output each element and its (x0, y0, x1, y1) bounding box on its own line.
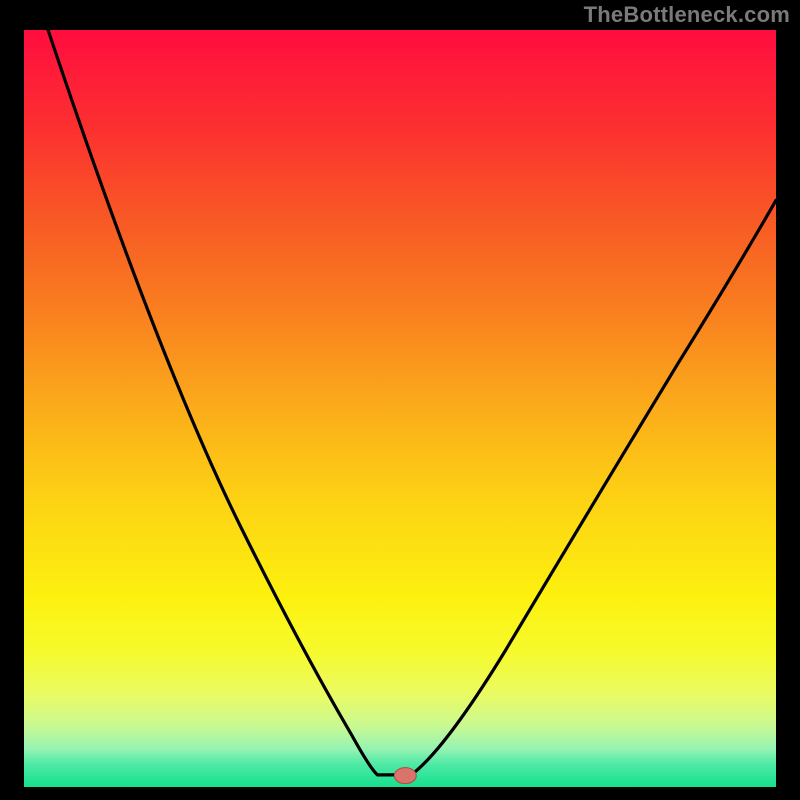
gradient-background (24, 30, 776, 787)
watermark-text: TheBottleneck.com (584, 2, 790, 28)
bottleneck-chart (0, 0, 800, 800)
chart-container: TheBottleneck.com (0, 0, 800, 800)
optimal-point-marker (394, 768, 416, 784)
